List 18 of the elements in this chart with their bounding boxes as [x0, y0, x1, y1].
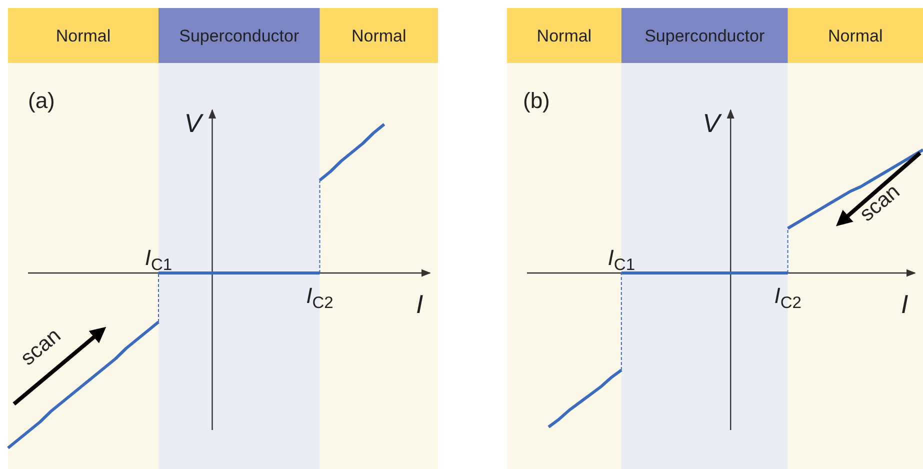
- x-tick-label: I$_{C2}$: [774, 283, 802, 312]
- text: Normal: [536, 26, 592, 46]
- annotation: scan: [16, 324, 66, 370]
- band-label: Superconductor: [644, 26, 765, 46]
- y-axis-title: V: [702, 108, 723, 138]
- annotation: scan: [855, 180, 904, 226]
- text: (a): [28, 88, 55, 113]
- text: Normal: [56, 26, 111, 46]
- x-tick-label: I$_{C1}$: [608, 245, 636, 274]
- band-label: Superconductor: [179, 26, 300, 46]
- x-axis-title: I: [416, 289, 424, 319]
- text: Normal: [828, 26, 883, 46]
- text: Normal: [351, 26, 406, 46]
- y-axis-title: V: [184, 108, 204, 138]
- x-tick-label: I$_{C2}$: [306, 283, 334, 312]
- text: (b): [523, 88, 550, 113]
- x-axis-title: I: [901, 289, 908, 319]
- x-tick-label: I$_{C1}$: [144, 245, 172, 274]
